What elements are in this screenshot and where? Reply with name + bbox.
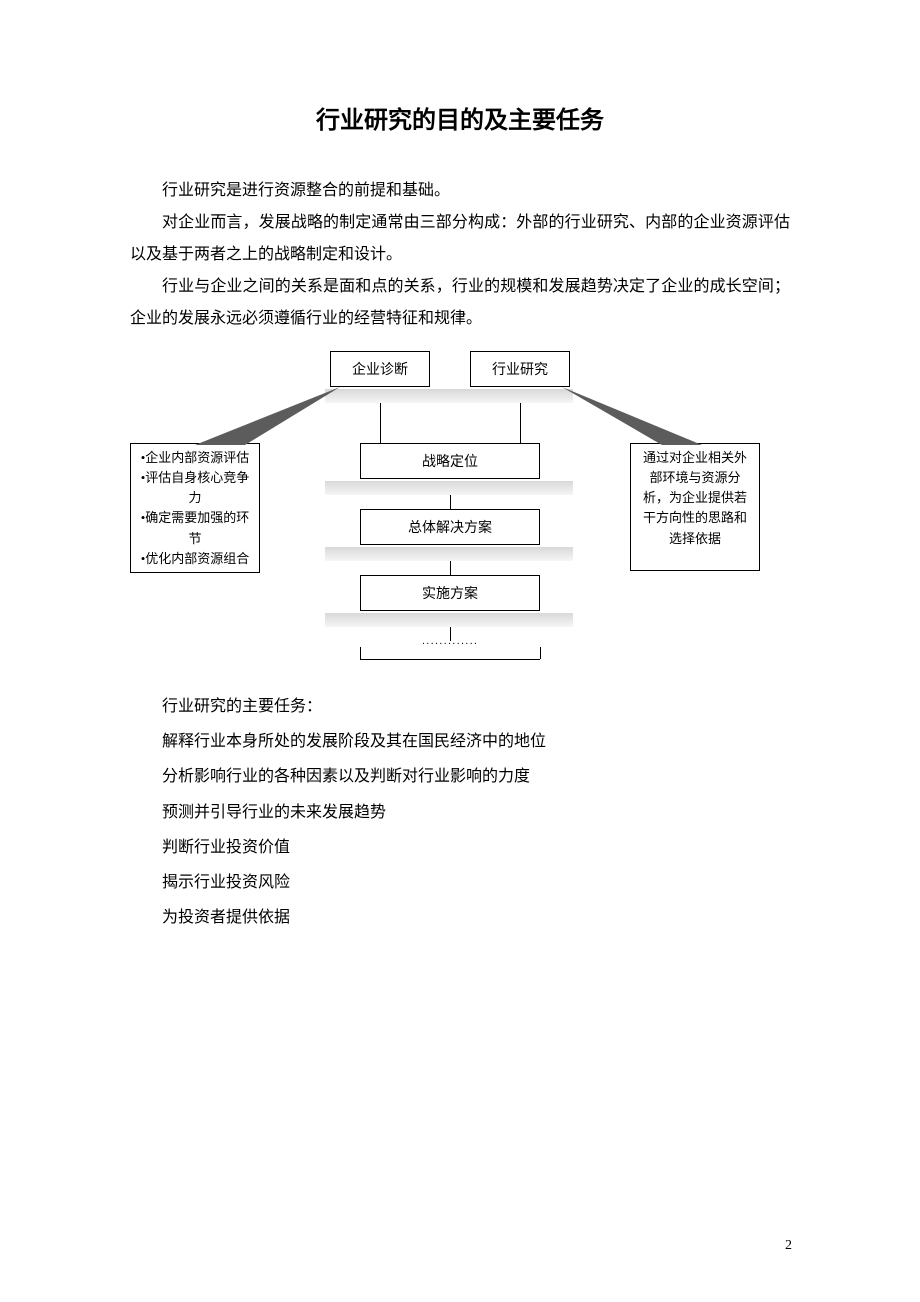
left-box-line-4: •优化内部资源组合 [137, 549, 253, 569]
tasks-heading: 行业研究的主要任务： [130, 689, 790, 724]
page-title: 行业研究的目的及主要任务 [130, 100, 790, 135]
node-overall-solution: 总体解决方案 [360, 509, 540, 545]
page-number: 2 [785, 1238, 792, 1254]
document-page: 行业研究的目的及主要任务 行业研究是进行资源整合的前提和基础。 对企业而言，发展… [0, 0, 920, 995]
connector-v4 [450, 627, 451, 641]
strategy-flowchart: 企业诊断 行业研究 战略定位 总体解决方案 实施方案 ·············… [130, 347, 790, 677]
left-annotation-box: •企业内部资源评估 •评估自身核心竞争力 •确定需要加强的环节 •优化内部资源组… [130, 443, 260, 573]
right-box-text: 通过对企业相关外部环境与资源分析，为企业提供若干方向性的思路和选择依据 [637, 448, 753, 549]
right-connector-wedge [562, 387, 712, 447]
left-box-line-1: •企业内部资源评估 [137, 448, 253, 468]
left-box-line-3: •确定需要加强的环节 [137, 508, 253, 548]
shadow-2 [325, 547, 573, 561]
node-strategic-positioning: 战略定位 [360, 443, 540, 479]
task-item-1: 解释行业本身所处的发展阶段及其在国民经济中的地位 [130, 724, 790, 759]
right-annotation-box: 通过对企业相关外部环境与资源分析，为企业提供若干方向性的思路和选择依据 [630, 443, 760, 571]
dots-frame-l [360, 647, 361, 659]
node-implementation-plan: 实施方案 [360, 575, 540, 611]
task-item-2: 分析影响行业的各种因素以及判断对行业影响的力度 [130, 759, 790, 794]
connector-v2 [450, 495, 451, 509]
left-box-line-2: •评估自身核心竞争力 [137, 468, 253, 508]
intro-paragraph-3: 行业与企业之间的关系是面和点的关系，行业的规模和发展趋势决定了企业的成长空间；企… [130, 271, 790, 335]
task-item-4: 判断行业投资价值 [130, 830, 790, 865]
task-item-5: 揭示行业投资风险 [130, 865, 790, 900]
shadow-3 [325, 613, 573, 627]
intro-paragraph-1: 行业研究是进行资源整合的前提和基础。 [130, 175, 790, 207]
connector-v1-left [380, 403, 381, 443]
tasks-section: 行业研究的主要任务： 解释行业本身所处的发展阶段及其在国民经济中的地位 分析影响… [130, 689, 790, 935]
node-enterprise-diagnosis: 企业诊断 [330, 351, 430, 387]
intro-paragraph-2: 对企业而言，发展战略的制定通常由三部分构成：外部的行业研究、内部的企业资源评估以… [130, 207, 790, 271]
dots-frame-r [540, 647, 541, 659]
shadow-1 [325, 481, 573, 495]
connector-v3 [450, 561, 451, 575]
task-item-6: 为投资者提供依据 [130, 900, 790, 935]
dots-frame-b [360, 659, 540, 660]
node-industry-research: 行业研究 [470, 351, 570, 387]
task-item-3: 预测并引导行业的未来发展趋势 [130, 795, 790, 830]
connector-v1-right [520, 403, 521, 443]
left-connector-wedge [190, 387, 340, 447]
top-row-shadow [325, 389, 573, 403]
